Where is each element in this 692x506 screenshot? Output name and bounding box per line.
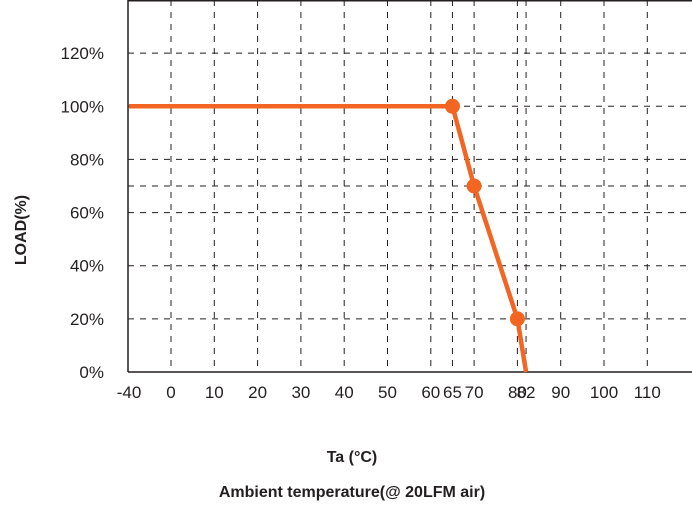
x-tick-label: 60 xyxy=(421,383,440,402)
x-tick-label: 90 xyxy=(551,383,570,402)
y-tick-label: 40% xyxy=(70,257,104,276)
y-axis-ticks: 0% 20% 40% 60% 80% 100% 120% xyxy=(61,44,104,382)
x-tick-label: -40 xyxy=(117,383,142,402)
x-tick-label: 65 xyxy=(443,383,462,402)
y-tick-label: 100% xyxy=(61,97,104,116)
y-tick-label: 120% xyxy=(61,44,104,63)
x-tick-label: 30 xyxy=(291,383,310,402)
x-tick-label: 10 xyxy=(205,383,224,402)
data-point xyxy=(509,311,525,327)
x-tick-label: 40 xyxy=(335,383,354,402)
y-tick-label: 80% xyxy=(70,150,104,169)
series xyxy=(129,98,529,373)
x-axis-subtitle: Ambient temperature(@ 20LFM air) xyxy=(219,484,485,501)
y-tick-label: 0% xyxy=(79,363,104,382)
y-axis-title: LOAD(%) xyxy=(13,195,30,265)
y-tick-label: 20% xyxy=(70,310,104,329)
x-axis-title: Ta (°C) xyxy=(327,449,378,466)
data-point xyxy=(444,98,460,114)
x-tick-label: 0 xyxy=(166,383,175,402)
y-tick-label: 60% xyxy=(70,204,104,223)
plot-frame xyxy=(127,0,692,373)
grid xyxy=(128,0,692,372)
x-tick-label: 82 xyxy=(517,383,536,402)
series-line xyxy=(129,104,529,373)
x-tick-label: 20 xyxy=(248,383,267,402)
x-tick-label: 50 xyxy=(378,383,397,402)
x-tick-label: 70 xyxy=(465,383,484,402)
data-point xyxy=(466,178,482,194)
x-tick-label: 100 xyxy=(590,383,618,402)
x-tick-label: 80 xyxy=(508,383,527,402)
x-tick-label: 110 xyxy=(634,383,661,402)
